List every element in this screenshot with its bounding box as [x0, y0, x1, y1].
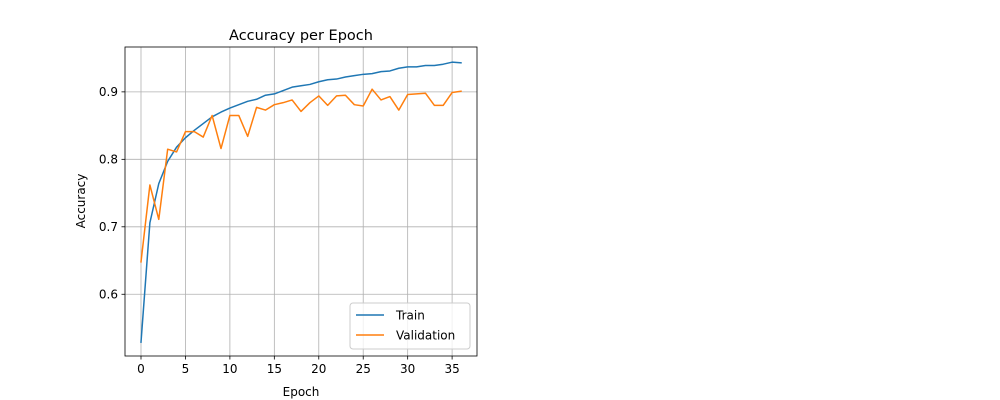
grid: [125, 47, 477, 356]
y-tick-label: 0.6: [99, 287, 118, 301]
x-axis-label: Epoch: [283, 385, 320, 399]
y-axis-label: Accuracy: [74, 174, 88, 229]
y-tick-label: 0.9: [99, 85, 118, 99]
chart-title: Accuracy per Epoch: [229, 28, 373, 44]
x-tick-label: 35: [444, 362, 459, 376]
axis-ticks: 0 5 10 15 20 25 30 35 0.6 0.7 0.8 0.9: [99, 85, 460, 376]
x-tick-label: 10: [222, 362, 237, 376]
x-tick-label: 20: [311, 362, 326, 376]
x-tick-label: 5: [182, 362, 190, 376]
x-tick-label: 30: [400, 362, 415, 376]
legend: Train Validation: [349, 302, 471, 350]
y-tick-label: 0.8: [99, 152, 118, 166]
y-tick-label: 0.7: [99, 220, 118, 234]
x-tick-label: 15: [267, 362, 282, 376]
legend-label-validation: Validation: [396, 329, 455, 343]
x-tick-label: 0: [137, 362, 145, 376]
line-validation: [140, 88, 462, 263]
plot-frame: [124, 46, 478, 357]
line-train: [140, 61, 462, 343]
series-lines: [140, 61, 462, 343]
x-tick-label: 25: [356, 362, 371, 376]
legend-label-train: Train: [395, 309, 425, 323]
